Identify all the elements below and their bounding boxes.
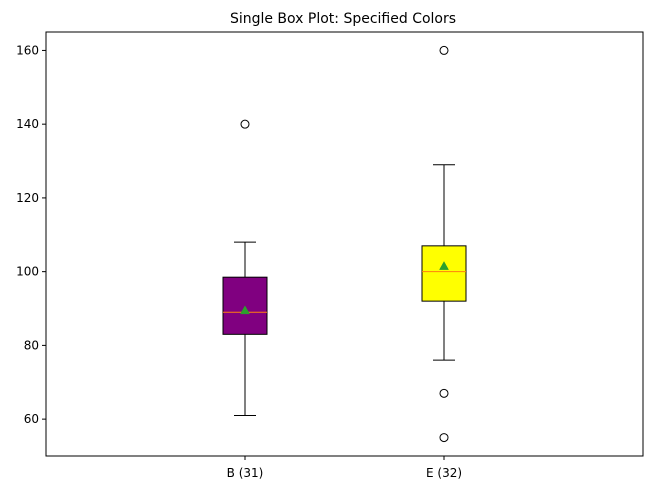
box-body xyxy=(421,245,467,302)
outlier-point xyxy=(240,119,250,129)
x-tick-label: E (32) xyxy=(426,466,462,480)
y-axis: 60 80 100 120 140 160 xyxy=(16,43,46,426)
chart-title: Single Box Plot: Specified Colors xyxy=(230,11,456,27)
x-tick-label: B (31) xyxy=(227,466,264,480)
y-tick-label: 80 xyxy=(24,338,39,352)
plot-frame xyxy=(45,31,644,457)
y-tick-label: 160 xyxy=(16,43,39,57)
outlier-point xyxy=(439,388,449,398)
y-tick-label: 140 xyxy=(16,117,39,131)
y-tick-label: 120 xyxy=(16,191,39,205)
plot-area: 60 80 100 120 140 160 B (31) E (32) xyxy=(16,43,467,480)
box-series: B (31) xyxy=(222,119,268,480)
y-tick-label: 100 xyxy=(16,265,39,279)
mean-marker xyxy=(439,261,449,270)
box-series: E (32) xyxy=(421,45,467,480)
outlier-point xyxy=(439,433,449,443)
mean-marker xyxy=(240,305,250,315)
y-tick-label: 60 xyxy=(24,412,39,426)
outlier-point xyxy=(439,45,449,55)
